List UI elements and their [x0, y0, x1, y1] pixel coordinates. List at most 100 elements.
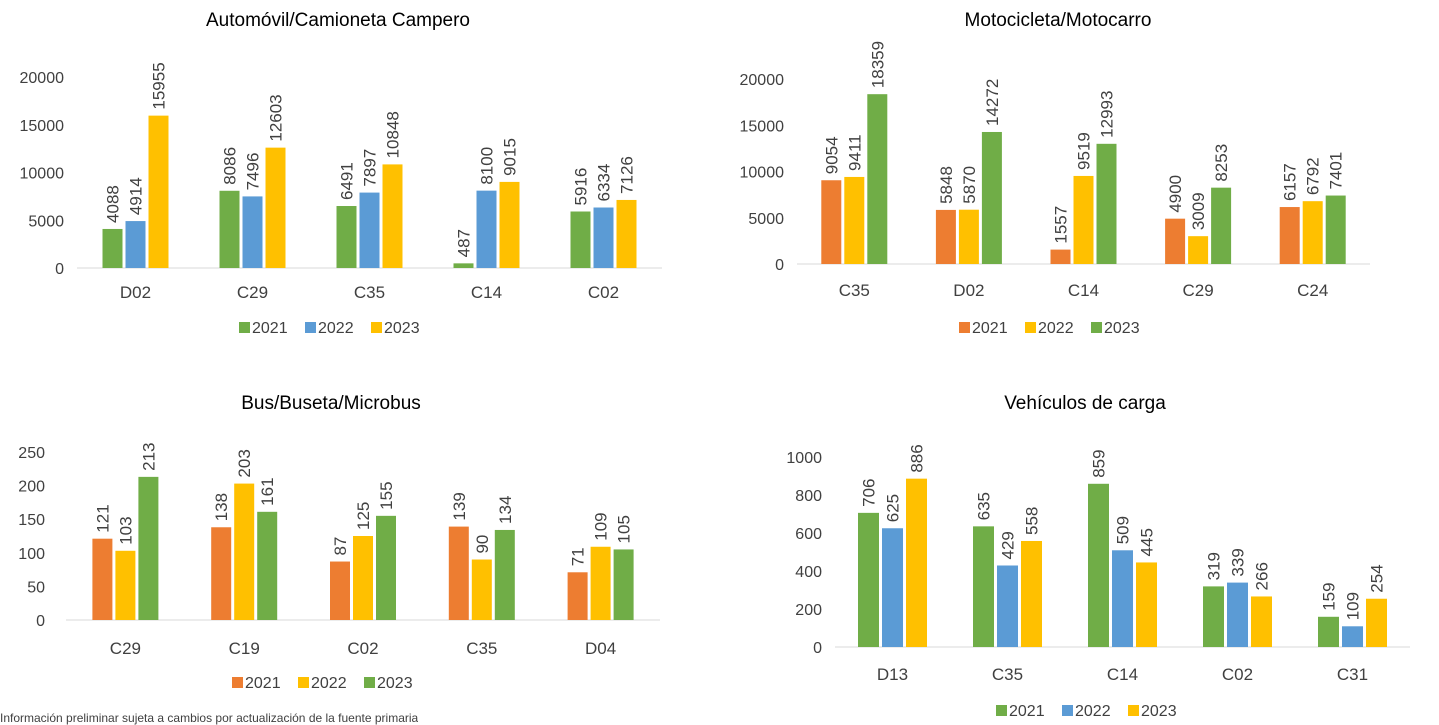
category-label: C14: [1068, 281, 1099, 300]
legend-label: 2021: [252, 320, 288, 337]
bar-2023-C14: [1136, 562, 1157, 647]
y-tick-label: 800: [795, 488, 822, 505]
data-label: 5870: [960, 166, 979, 204]
legend-label: 2023: [1104, 320, 1140, 337]
data-label: 15955: [150, 62, 169, 109]
bar-2021-C35: [336, 206, 357, 268]
data-label: 105: [615, 515, 634, 543]
category-label: C29: [1183, 281, 1214, 300]
data-label: 487: [455, 229, 474, 257]
bar-2021-C02: [1203, 586, 1224, 647]
legend-swatch: [371, 322, 382, 333]
legend-swatch: [1128, 705, 1139, 716]
bar-2023-C14: [1096, 143, 1117, 264]
y-tick-label: 5000: [28, 213, 64, 230]
bar-2021-C14: [1088, 483, 1109, 647]
y-tick-label: 20000: [20, 70, 65, 87]
bar-2022-C35: [359, 192, 380, 268]
legend-item-2021: 2021: [996, 703, 1045, 720]
data-label: 10848: [384, 111, 403, 158]
data-label: 14272: [983, 79, 1002, 126]
bar-2022-D04: [590, 546, 611, 620]
bar-2023-D02: [148, 115, 169, 268]
y-tick-label: 400: [795, 564, 822, 581]
bar-2022-C14: [1112, 550, 1133, 647]
data-label: 8100: [478, 147, 497, 185]
bar-2021-C31: [1318, 616, 1339, 647]
y-tick-label: 0: [55, 261, 64, 278]
category-label: C02: [588, 283, 619, 302]
bar-2021-D04: [567, 572, 588, 620]
bar-2023-D04: [613, 549, 634, 620]
data-label: 9015: [501, 138, 520, 176]
data-label: 859: [1090, 449, 1109, 477]
data-label: 5916: [572, 168, 591, 206]
category-label: D13: [877, 665, 908, 684]
y-tick-label: 10000: [20, 166, 65, 183]
chart-vehiculos-de-carga: Vehículos de carga 0 200 400 600 800 1000 706 62…: [786, 393, 1410, 720]
legend-swatch: [364, 677, 375, 688]
legend-label: 2022: [311, 675, 347, 692]
data-label: 161: [258, 477, 277, 505]
data-label: 3009: [1189, 192, 1208, 230]
category-label: C19: [229, 639, 260, 658]
y-tick-label: 250: [18, 445, 45, 462]
data-label: 138: [212, 493, 231, 521]
legend-swatch: [298, 677, 309, 688]
bar-2023-C29: [265, 147, 286, 268]
bar-2023-C02: [616, 199, 637, 268]
chart-title: Bus/Buseta/Microbus: [241, 393, 421, 414]
data-label: 9411: [845, 134, 864, 171]
data-label: 103: [116, 516, 135, 544]
data-label: 319: [1205, 552, 1224, 580]
bar-2022-C35: [471, 559, 492, 620]
y-tick-label: 5000: [748, 211, 784, 228]
bar-2023-D13: [906, 478, 927, 647]
bar-2022-C29: [242, 196, 263, 268]
category-label: C14: [471, 283, 502, 302]
bar-2021-D02: [102, 228, 123, 268]
legend-swatch: [1025, 322, 1036, 333]
legend-label: 2022: [1075, 703, 1111, 720]
legend-swatch: [1091, 322, 1102, 333]
chart-bus-buseta-microbus: Bus/Buseta/Microbus 0 50 100 150 200 250 121 103…: [18, 393, 660, 692]
bar-2023-C29: [138, 476, 159, 620]
data-label: 4914: [127, 177, 146, 215]
data-label: 6491: [338, 162, 357, 200]
y-tick-label: 0: [36, 613, 45, 630]
bar-2021-C29: [92, 538, 113, 620]
footnote: Información preliminar sujeta a cambios …: [0, 712, 419, 725]
bar-2022-C29: [1188, 236, 1209, 264]
y-tick-label: 10000: [740, 165, 785, 182]
bar-2023-C02: [1251, 596, 1272, 647]
category-label: C29: [110, 639, 141, 658]
bar-2022-C19: [234, 483, 255, 620]
data-label: 339: [1229, 548, 1248, 576]
bar-2021-D02: [935, 209, 956, 264]
y-tick-label: 100: [18, 546, 45, 563]
data-label: 90: [473, 535, 492, 554]
bar-2023-D02: [981, 131, 1002, 264]
category-label: C02: [347, 639, 378, 658]
legend-item-2022: 2022: [298, 675, 347, 692]
bar-2022-D02: [958, 209, 979, 264]
data-label: 109: [592, 512, 611, 540]
category-label: C31: [1337, 665, 1368, 684]
chart-title: Automóvil/Camioneta Campero: [206, 10, 470, 31]
legend-swatch: [996, 705, 1007, 716]
category-label: C24: [1297, 281, 1328, 300]
legend-item-2021: 2021: [232, 675, 281, 692]
y-tick-label: 15000: [20, 118, 65, 135]
y-tick-label: 15000: [740, 118, 785, 135]
bar-2023-C29: [1211, 187, 1232, 264]
legend-label: 2021: [972, 320, 1008, 337]
legend-label: 2021: [245, 675, 281, 692]
category-label: C35: [466, 639, 497, 658]
category-label: C29: [237, 283, 268, 302]
data-label: 7401: [1327, 152, 1346, 190]
bar-2022-D13: [882, 528, 903, 647]
data-label: 9519: [1075, 132, 1094, 170]
legend-label: 2022: [318, 320, 354, 337]
bar-2021-C14: [1050, 249, 1071, 264]
category-label: D02: [120, 283, 151, 302]
